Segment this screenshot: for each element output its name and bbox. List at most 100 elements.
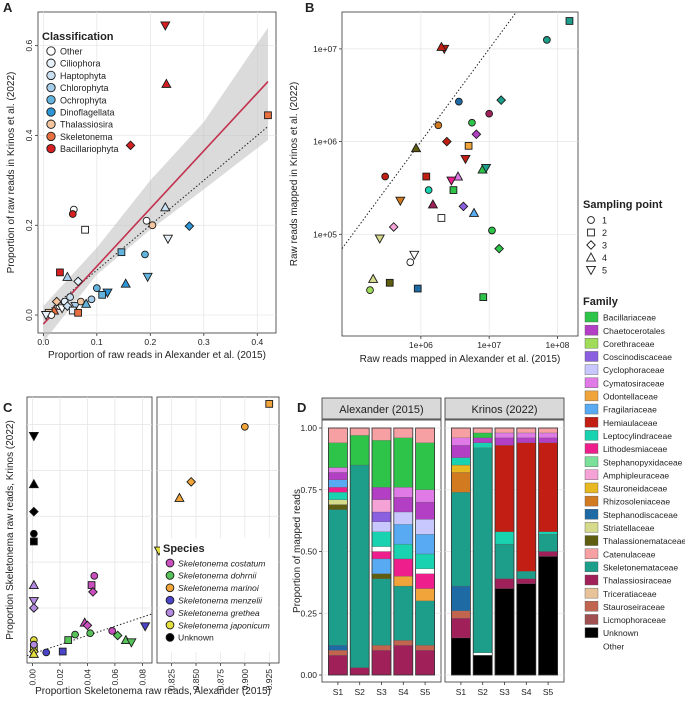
panel-c: C 0.00 0.02 0.04 0.06 0.08 0.825 0.850 0.875 0.90… [3, 396, 280, 697]
legend-key [584, 614, 599, 625]
x-tick-label: S1 [456, 687, 467, 697]
bar-segment [371, 499, 392, 513]
bar-segment [494, 427, 515, 434]
x-tick-label: 0.0 [37, 337, 49, 347]
data-point [240, 422, 249, 431]
bar-segment [393, 645, 413, 676]
bar-segment [451, 618, 471, 639]
legend-box [160, 538, 278, 652]
data-point [40, 311, 52, 321]
data-point [437, 214, 446, 222]
bar-segment [328, 492, 348, 500]
legend-label: 1 [602, 215, 607, 225]
bar-segment [371, 645, 392, 651]
legend-label: Fragilariaceae [603, 405, 657, 415]
y-tick-label: 1e+07 [313, 44, 337, 54]
data-point [66, 293, 74, 301]
panel-d: D Alexander (2015) S1 S2 S3 S4 S5 Krinos (2022)… [292, 397, 565, 697]
legend-key [46, 143, 56, 154]
data-point [395, 196, 406, 207]
panel-label: B [305, 0, 314, 15]
data-point [427, 199, 439, 209]
legend-key [584, 430, 599, 441]
bar-segment [328, 442, 348, 468]
bar-segment [371, 546, 392, 552]
data-point [73, 276, 83, 287]
x-axis-title: Raw reads mapped in Alexander et al. (20… [360, 354, 561, 365]
legend-key [584, 495, 599, 507]
bar-segment [328, 467, 348, 473]
legend-label: Unknown [603, 628, 639, 638]
data-point [446, 176, 457, 186]
legend-label: Rhizosoleniaceae [603, 497, 670, 507]
panel-label: D [297, 400, 306, 415]
legend-label: Skeletonema grethea [178, 608, 260, 618]
bar-segment [371, 511, 392, 522]
data-point [82, 620, 93, 631]
bar-outline [450, 427, 471, 676]
legend-key [165, 583, 175, 593]
data-point [388, 222, 399, 232]
data-point [468, 207, 480, 217]
bar-segment [415, 553, 435, 569]
legend-label: Catenulaceae [603, 549, 656, 559]
data-point [98, 290, 107, 299]
bar-segment [371, 551, 392, 560]
data-point [413, 284, 422, 293]
legend-key [165, 558, 175, 568]
bar-segment [350, 427, 370, 436]
legend-label: Other [60, 47, 83, 57]
bar-outline [371, 427, 392, 676]
x-tick-label: 0.2 [144, 337, 156, 347]
x-axis-title: Proportion Skeletonema raw reads, Alexan… [35, 686, 271, 697]
bar-segment [473, 655, 493, 676]
data-point [264, 111, 272, 120]
y-axis-title: Proportion of raw reads in Krinos et al.… [6, 72, 17, 274]
legend-key [584, 640, 599, 651]
legend-key [46, 107, 56, 117]
bar-segment [538, 442, 558, 532]
x-tick-label: S4 [521, 687, 532, 697]
bar-segment [516, 427, 536, 434]
legend-label: Skeletonema [60, 132, 113, 142]
regression-line [42, 81, 269, 325]
legend-label: Chaetocerotales [603, 326, 665, 336]
bar-segment [451, 472, 471, 493]
data-point [488, 226, 496, 235]
y-tick-label: 0.00 [300, 670, 317, 680]
bar-segment [473, 432, 493, 439]
bar-segment [451, 464, 471, 473]
legend-key [46, 46, 56, 56]
data-point [460, 154, 471, 165]
data-point [64, 636, 73, 644]
legend-label: Thalassiosiraceae [603, 576, 672, 586]
x-tick-label: 0.825 [167, 669, 177, 691]
y-tick-label: 0.50 [300, 547, 317, 557]
legend-label: Skeletonema costatum [178, 558, 265, 568]
bar-segment [538, 534, 558, 552]
data-point [449, 186, 458, 194]
bar-segment [473, 437, 493, 443]
legend-key [46, 70, 56, 81]
legend-label: Stauroneidaceae [603, 484, 668, 494]
bar-segment [393, 558, 413, 577]
legend-key [587, 228, 595, 237]
legend-label: Skeletonema japonicum [178, 620, 270, 630]
data-point [480, 163, 492, 174]
panel-label: A [3, 0, 13, 15]
legend-key [46, 58, 56, 68]
legend-title: Family [583, 296, 619, 308]
x-tick-label: 1e+06 [409, 340, 433, 350]
legend-key [584, 469, 599, 480]
y-axis-title: Proportion of mapped reads [292, 489, 303, 613]
x-tick-label: 1e+08 [546, 340, 570, 350]
legend-label: 4 [602, 253, 607, 263]
legend-key [584, 403, 599, 415]
legend-label: Licmophoraceae [603, 615, 666, 625]
legend-title: Classification [42, 31, 114, 43]
data-point [367, 273, 379, 283]
y-tick-label: 0.0 [24, 309, 34, 321]
legend-label: Triceratiaceae [603, 589, 657, 599]
legend-label: Striatellaceae [603, 523, 655, 533]
data-point [58, 647, 67, 656]
